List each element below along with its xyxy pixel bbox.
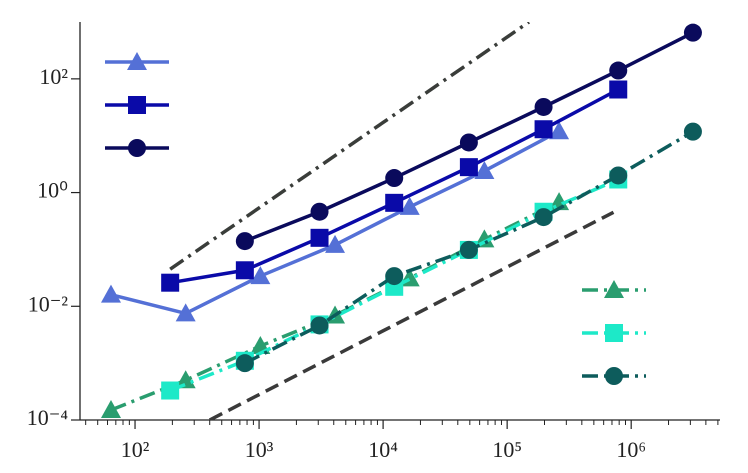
x-tick-label: 10³ xyxy=(245,437,274,462)
marker xyxy=(399,196,420,215)
marker xyxy=(459,240,478,259)
legend-marker xyxy=(127,52,147,70)
marker xyxy=(385,193,404,212)
marker xyxy=(534,97,553,116)
marker xyxy=(459,158,478,177)
marker xyxy=(534,120,553,139)
marker xyxy=(385,169,404,188)
y-tick-label: 10⁰ xyxy=(37,178,68,203)
marker xyxy=(310,228,329,247)
marker xyxy=(235,232,254,251)
marker xyxy=(100,284,121,303)
y-tick-label: 10⁻⁴ xyxy=(27,405,69,430)
marker xyxy=(310,202,329,221)
legend-marker xyxy=(128,96,146,114)
marker xyxy=(235,354,254,373)
legend-marker xyxy=(128,139,146,157)
marker xyxy=(609,61,628,80)
x-tick-label: 10⁴ xyxy=(368,437,398,462)
legend-marker xyxy=(605,324,623,342)
marker xyxy=(385,267,404,286)
marker xyxy=(459,133,478,152)
plot-area xyxy=(100,22,702,420)
marker xyxy=(683,122,702,141)
y-tick-label: 10² xyxy=(39,64,68,89)
x-tick-label: 10² xyxy=(121,437,150,462)
legend-marker xyxy=(605,367,623,385)
marker xyxy=(609,166,628,185)
legend-marker xyxy=(604,280,624,298)
marker xyxy=(175,370,196,389)
series-line xyxy=(169,22,530,271)
series-line xyxy=(208,210,615,420)
marker xyxy=(310,316,329,335)
marker xyxy=(250,266,271,285)
x-tick-label: 10⁶ xyxy=(616,437,646,462)
y-tick-label: 10⁻² xyxy=(28,291,69,316)
marker xyxy=(235,261,254,280)
marker xyxy=(161,381,180,400)
marker xyxy=(534,208,553,227)
marker xyxy=(325,234,346,253)
marker xyxy=(549,121,570,140)
marker xyxy=(175,303,196,322)
marker xyxy=(683,23,702,42)
x-tick-label: 10⁵ xyxy=(492,437,522,462)
marker xyxy=(161,273,180,292)
marker xyxy=(609,80,628,99)
marker xyxy=(474,160,495,179)
marker xyxy=(100,399,121,418)
